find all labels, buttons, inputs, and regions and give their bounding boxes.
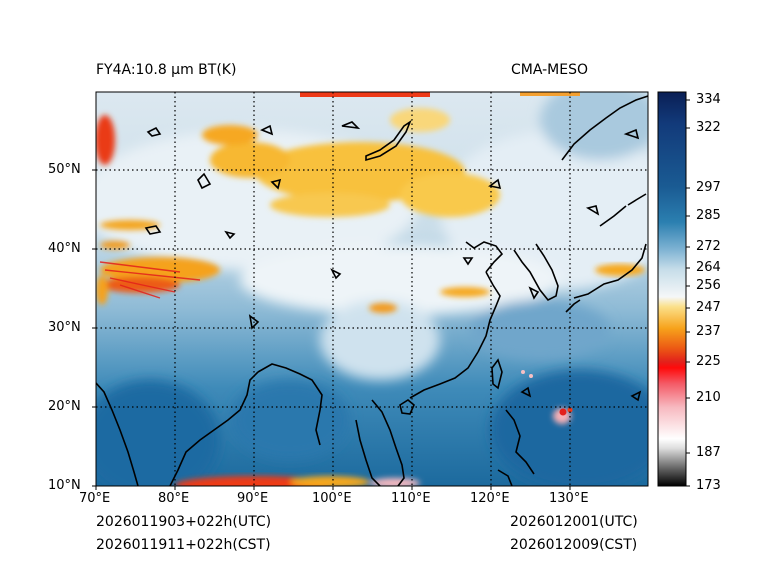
axis-ticks [92,169,571,490]
lon-label-130e: 130°E [549,491,589,506]
lon-label-90e: 90°E [237,491,269,506]
lat-label-40n: 40°N [48,241,81,256]
colorbar-label: 264 [696,260,721,275]
product-title: FY4A:10.8 µm BT(K) [96,62,237,78]
valid-time-cst: 2026012009(CST) [510,537,638,553]
valid-time-utc: 2026012001(UTC) [510,514,638,530]
lon-label-70e: 70°E [79,491,111,506]
lat-label-20n: 20°N [48,399,81,414]
colorbar-label: 334 [696,92,721,107]
map-frame [95,91,649,487]
lon-label-110e: 110°E [391,491,431,506]
lon-label-120e: 120°E [470,491,510,506]
init-time-cst: 2026011911+022h(CST) [96,537,271,553]
colorbar-label: 173 [696,478,721,493]
colorbar-label: 285 [696,208,721,223]
colorbar-label: 210 [696,390,721,405]
colorbar-gradient [658,92,686,486]
init-time-utc: 2026011903+022h(UTC) [96,514,272,530]
coastlines [96,95,648,486]
lat-label-50n: 50°N [48,162,81,177]
lat-label-10n: 10°N [48,478,81,493]
graticule [96,92,648,486]
lon-label-100e: 100°E [312,491,352,506]
colorbar-label: 237 [696,324,721,339]
colorbar-label: 187 [696,445,721,460]
colorbar-label: 256 [696,278,721,293]
colorbar-label: 322 [696,120,721,135]
colorbar-label: 272 [696,239,721,254]
colorbar-frame [657,91,687,487]
colorbar-label: 247 [696,300,721,315]
colorbar-ticks [686,99,690,487]
colorbar-label: 225 [696,354,721,369]
model-title: CMA-MESO [511,62,589,78]
colorbar-label: 297 [696,180,721,195]
brightness-temperature-field [96,92,648,486]
lat-label-30n: 30°N [48,320,81,335]
lon-label-80e: 80°E [158,491,190,506]
